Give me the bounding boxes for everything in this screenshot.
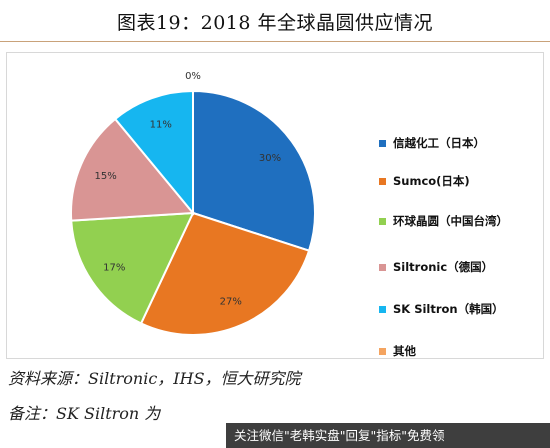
source-note: 资料来源：Siltronic，IHS，恒大研究院 [8,369,301,388]
legend-label: 环球晶圆（中国台湾） [393,214,508,228]
legend-item-siltronic: Siltronic（德国） [379,259,549,301]
legend-item-shin-etsu: 信越化工（日本） [379,135,549,173]
pie-data-label: 30% [259,153,281,164]
pie-data-label: 15% [95,171,117,182]
legend-label: 信越化工（日本） [393,136,485,150]
pie-data-label: 11% [150,119,172,130]
legend-label: 其他 [393,344,416,358]
legend-item-others: 其他 [379,343,549,367]
pie-chart: 30% 27% 17% 15% 11% 0% [70,71,316,336]
pie-slice [113,89,194,216]
legend-swatch [379,178,386,185]
legend-item-sk-siltron: SK Siltron（韩国） [379,301,549,343]
pie-data-label: 27% [220,296,242,307]
title-divider [0,41,550,42]
pie-slice [70,211,195,325]
legend-item-sumco: Sumco(日本) [379,173,549,213]
legend-swatch [379,140,386,147]
pie-slice [192,89,316,252]
legend-swatch [379,348,386,355]
legend-label: Sumco(日本) [393,174,470,188]
legend-label: Siltronic（德国） [393,260,494,274]
pie-slice [139,211,311,336]
legend-item-globalwafers: 环球晶圆（中国台湾） [379,213,549,259]
pie-slice [70,117,196,222]
pie-data-label: 0% [185,71,201,82]
legend-swatch [379,306,386,313]
chart-title: 图表19：2018 年全球晶圆供应情况 [116,12,434,34]
pie-data-label: 17% [103,262,125,273]
watermark-banner: 关注微信"老韩实盘"回复"指标"免费领 [226,423,550,448]
legend: 信越化工（日本） Sumco(日本) 环球晶圆（中国台湾） Siltronic（… [379,135,549,367]
legend-swatch [379,218,386,225]
legend-label: SK Siltron（韩国） [393,302,504,316]
footnote: 备注：SK Siltron 为 [8,404,161,423]
chart-frame: 30% 27% 17% 15% 11% 0% 信越化工（日本） Sumco(日本) 环球晶… [6,52,544,359]
legend-swatch [379,264,386,271]
